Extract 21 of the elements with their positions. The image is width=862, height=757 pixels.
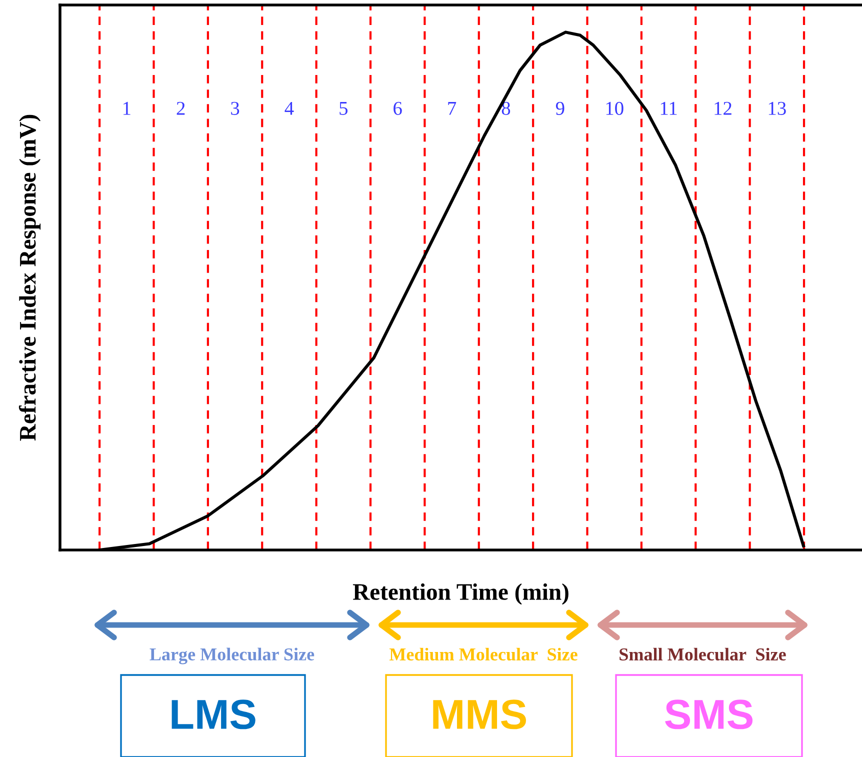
text: MMS <box>433 700 526 730</box>
x-tick-label: 11 <box>660 102 677 115</box>
x-tick-label: 5 <box>340 102 348 115</box>
x-tick-label: 8 <box>502 102 510 115</box>
x-tick-label: 9 <box>556 102 564 115</box>
x-tick-label: 3 <box>231 102 240 115</box>
text: SMS <box>665 700 753 730</box>
x-tick-label: 2 <box>176 102 185 115</box>
text: LMS <box>172 700 256 730</box>
x-tick-label: 13 <box>768 102 786 115</box>
x-tick-label: 4 <box>284 102 294 115</box>
x-tick-label: 10 <box>606 102 624 115</box>
text: Large Molecular Size <box>150 648 314 664</box>
y-axis-title: Refractive Index Response (mV) <box>18 114 41 441</box>
x-tick-label: 7 <box>448 102 456 115</box>
text: Medium Molecular Size <box>389 648 578 661</box>
text: Small Molecular Size <box>620 648 786 661</box>
x-tick-label: 1 <box>124 102 130 115</box>
x-axis-title: Retention Time (min) <box>352 583 568 605</box>
x-tick-label: 6 <box>394 102 402 115</box>
x-tick-label: 12 <box>714 102 732 115</box>
